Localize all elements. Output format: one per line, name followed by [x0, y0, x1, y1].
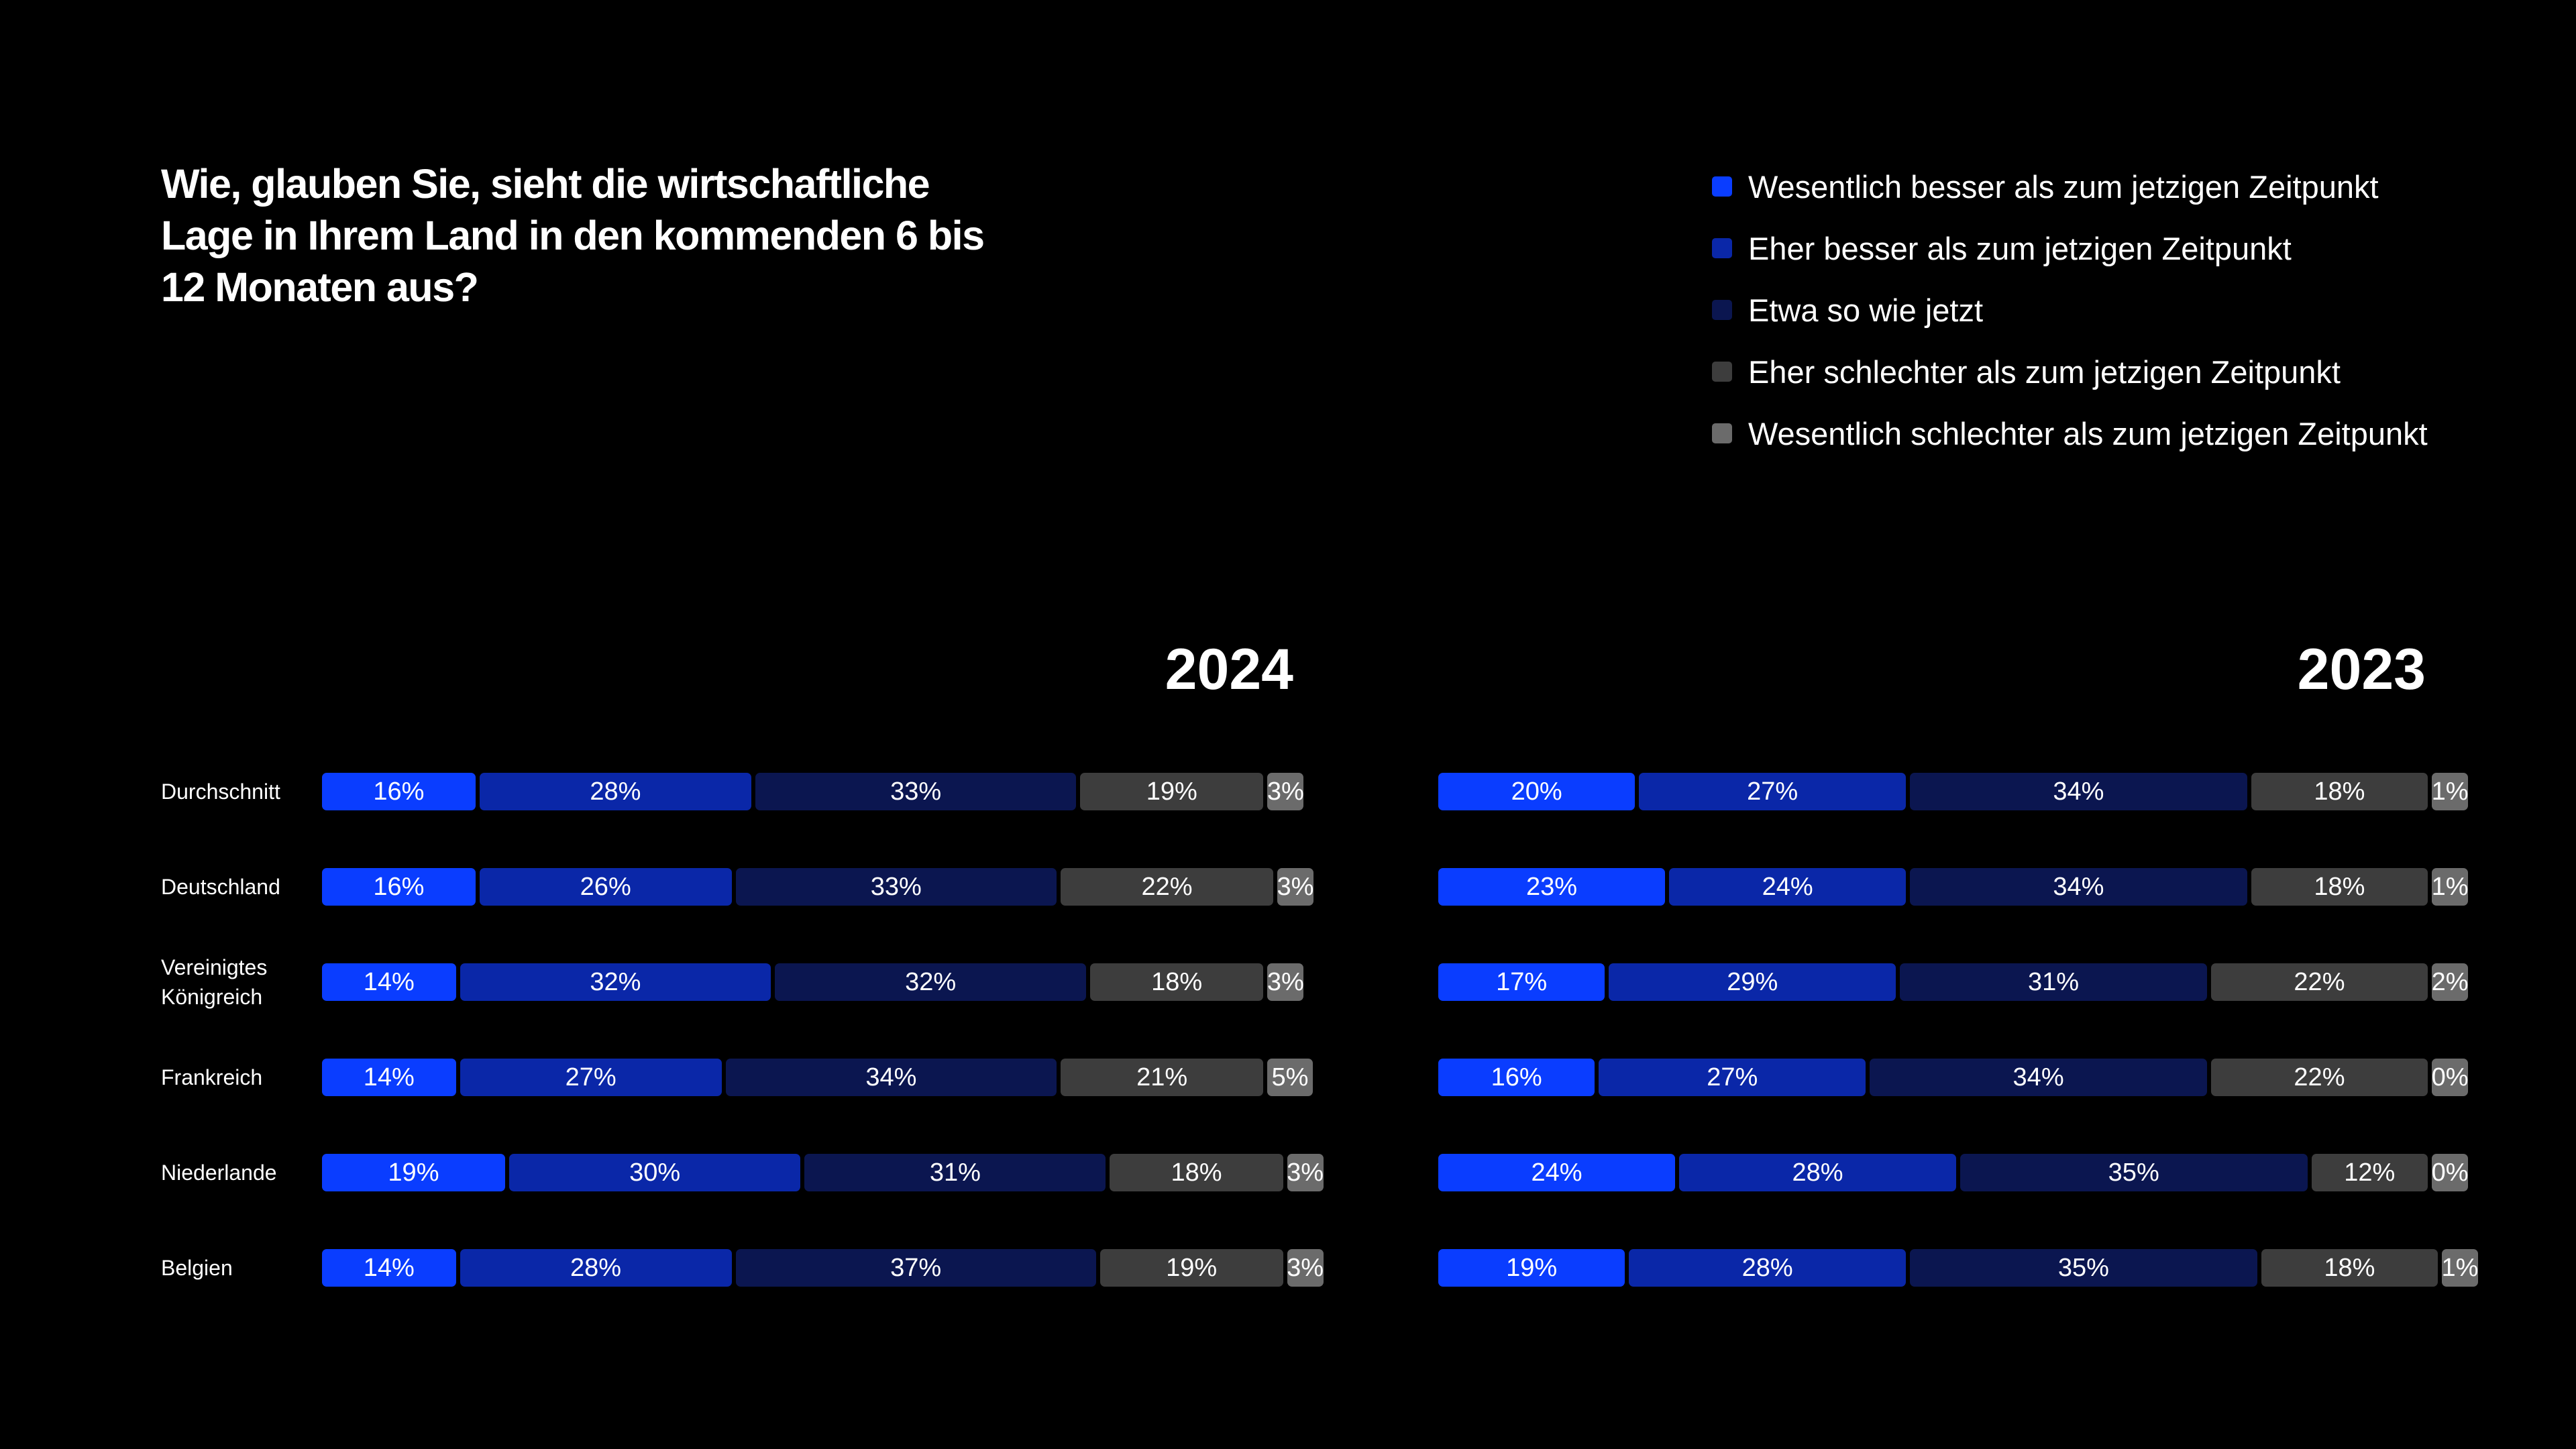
bar-segment: 17%	[1438, 963, 1605, 1001]
bar-segment: 27%	[1599, 1059, 1866, 1096]
bar-segment: 34%	[1910, 868, 2247, 906]
bar-segment: 18%	[2251, 773, 2428, 810]
row-label: Durchschnitt	[161, 780, 280, 804]
row-label: Deutschland	[161, 875, 280, 899]
bar-segment: 18%	[1090, 963, 1264, 1001]
bar-segment: 18%	[2251, 868, 2428, 906]
bar-segment: 0%	[2432, 1154, 2469, 1191]
bar-segment: 3%	[1287, 1154, 1324, 1191]
bar-segment: 3%	[1277, 868, 1313, 906]
bar-segment: 21%	[1061, 1059, 1264, 1096]
bar-row: 16% 28% 33% 19% 3%	[0, 773, 2576, 810]
bar-segment: 32%	[460, 963, 771, 1001]
bar-segment: 23%	[1438, 868, 1666, 906]
panel-year-label: 2023	[2297, 637, 2426, 702]
bar-segment: 3%	[1267, 773, 1304, 810]
bar-segment: 28%	[479, 773, 751, 810]
bar-segment: 18%	[1110, 1154, 1283, 1191]
bar-segment: 28%	[1629, 1249, 1907, 1287]
bar-segment: 31%	[804, 1154, 1106, 1191]
bar-segment: 27%	[460, 1059, 722, 1096]
legend-item: Eher schlechter als zum jetzigen Zeitpun…	[1712, 341, 2428, 402]
legend-item: Wesentlich besser als zum jetzigen Zeitp…	[1712, 156, 2428, 217]
bar-segment: 20%	[1438, 773, 1635, 810]
bar-segment: 35%	[1910, 1249, 2257, 1287]
legend-item: Eher besser als zum jetzigen Zeitpunkt	[1712, 217, 2428, 279]
bar-segment: 1%	[2432, 773, 2469, 810]
bar-row: 17% 29% 31% 22% 2%	[0, 963, 2576, 1001]
panel-year-label: 2024	[1165, 637, 1293, 702]
bar-segment: 22%	[1061, 868, 1273, 906]
row-label: Belgien	[161, 1256, 233, 1280]
bar-segment: 16%	[322, 773, 476, 810]
bar-segment: 1%	[2432, 868, 2469, 906]
bar-segment: 34%	[725, 1059, 1057, 1096]
bar-row: 24% 28% 35% 12% 0%	[0, 1154, 2576, 1191]
bar-segment: 26%	[479, 868, 732, 906]
legend: Wesentlich besser als zum jetzigen Zeitp…	[1712, 156, 2428, 464]
bar-segment: 3%	[1267, 963, 1304, 1001]
row-label: Frankreich	[161, 1065, 263, 1089]
bar-row: 14% 32% 32% 18% 3%	[0, 963, 2576, 1001]
bar-segment: 2%	[2432, 963, 2469, 1001]
bar-row: 14% 28% 37% 19% 3%	[0, 1249, 2576, 1287]
row-label: Niederlande	[161, 1161, 277, 1185]
bar-segment: 32%	[775, 963, 1087, 1001]
bar-segment: 29%	[1609, 963, 1896, 1001]
chart-title: Wie, glauben Sie, sieht die wirtschaftli…	[161, 161, 985, 310]
bar-row: 16% 26% 33% 22% 3%	[0, 868, 2576, 906]
legend-item: Wesentlich schlechter als zum jetzigen Z…	[1712, 402, 2428, 464]
bar-row: 19% 30% 31% 18% 3%	[0, 1154, 2576, 1191]
bar-segment: 14%	[322, 963, 456, 1001]
legend-label: Wesentlich schlechter als zum jetzigen Z…	[1748, 415, 2428, 451]
bar-segment: 16%	[1438, 1059, 1595, 1096]
bar-segment: 1%	[2442, 1249, 2478, 1287]
bar-segment: 34%	[1910, 773, 2247, 810]
bar-segment: 24%	[1438, 1154, 1676, 1191]
bar-row: 20% 27% 34% 18% 1%	[0, 773, 2576, 810]
bar-segment: 35%	[1960, 1154, 2308, 1191]
bar-segment: 19%	[1080, 773, 1264, 810]
bar-segment: 19%	[1099, 1249, 1283, 1287]
bar-segment: 27%	[1639, 773, 1907, 810]
bar-segment: 3%	[1287, 1249, 1324, 1287]
legend-item: Etwa so wie jetzt	[1712, 279, 2428, 341]
bar-segment: 22%	[2210, 1059, 2428, 1096]
bar-segment: 33%	[755, 773, 1077, 810]
bar-segment: 18%	[2261, 1249, 2438, 1287]
bar-segment: 28%	[460, 1249, 732, 1287]
legend-label: Eher schlechter als zum jetzigen Zeitpun…	[1748, 354, 2341, 390]
legend-swatch	[1712, 176, 1732, 197]
legend-label: Etwa so wie jetzt	[1748, 292, 1984, 328]
bar-row: 16% 27% 34% 22% 0%	[0, 1059, 2576, 1096]
bar-segment: 31%	[1900, 963, 2207, 1001]
bar-segment: 0%	[2432, 1059, 2469, 1096]
bar-segment: 12%	[2311, 1154, 2428, 1191]
bar-segment: 22%	[2210, 963, 2428, 1001]
bar-row: 19% 28% 35% 18% 1%	[0, 1249, 2576, 1287]
bar-segment: 28%	[1679, 1154, 1956, 1191]
legend-label: Wesentlich besser als zum jetzigen Zeitp…	[1748, 168, 2379, 205]
bar-segment: 19%	[322, 1154, 505, 1191]
bar-segment: 16%	[322, 868, 476, 906]
bar-row: 14% 27% 34% 21% 5%	[0, 1059, 2576, 1096]
bar-segment: 14%	[322, 1249, 456, 1287]
bar-segment: 34%	[1870, 1059, 2207, 1096]
bar-segment: 37%	[735, 1249, 1096, 1287]
legend-swatch	[1712, 423, 1732, 443]
row-label: Vereinigtes Königreich	[161, 955, 268, 1009]
bar-segment: 19%	[1438, 1249, 1625, 1287]
bar-segment: 33%	[735, 868, 1057, 906]
bar-row: 23% 24% 34% 18% 1%	[0, 868, 2576, 906]
bar-segment: 30%	[508, 1154, 801, 1191]
legend-swatch	[1712, 362, 1732, 382]
bar-segment: 24%	[1669, 868, 1907, 906]
bar-segment: 14%	[322, 1059, 456, 1096]
legend-label: Eher besser als zum jetzigen Zeitpunkt	[1748, 230, 2292, 266]
legend-swatch	[1712, 300, 1732, 320]
legend-swatch	[1712, 238, 1732, 258]
bar-segment: 5%	[1267, 1059, 1313, 1096]
